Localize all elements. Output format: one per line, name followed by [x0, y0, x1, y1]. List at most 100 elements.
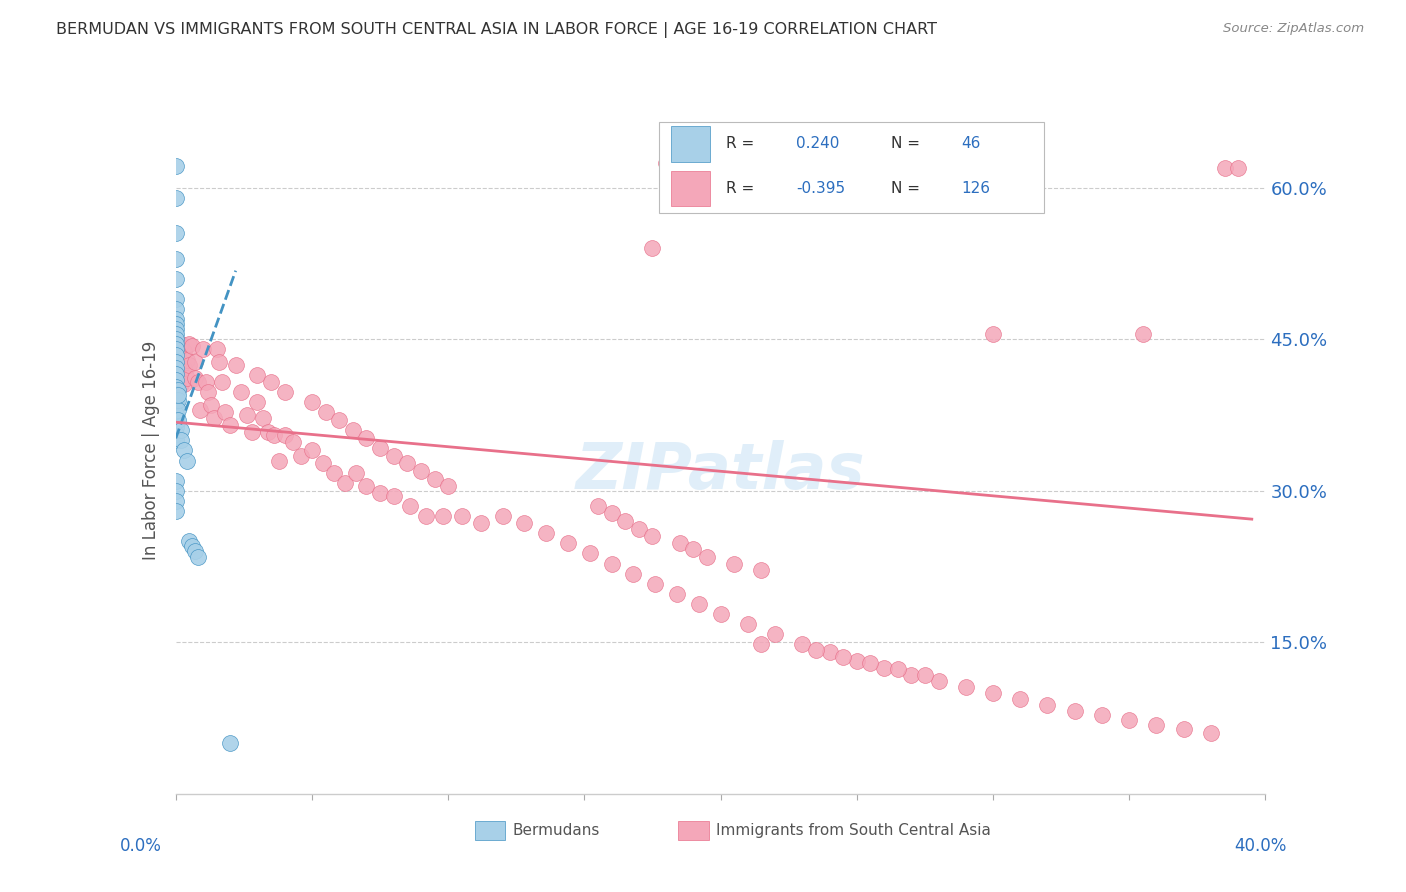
- Point: [219, 736, 242, 750]
- Point: [176, 453, 198, 467]
- Point: [165, 380, 187, 394]
- Point: [1132, 327, 1154, 342]
- Point: [666, 587, 689, 601]
- Point: [165, 252, 187, 266]
- Text: N =: N =: [890, 181, 920, 196]
- Point: [260, 375, 283, 389]
- Point: [832, 649, 855, 664]
- Point: [269, 453, 291, 467]
- Point: [167, 403, 190, 417]
- Point: [231, 384, 253, 399]
- Point: [342, 423, 364, 437]
- Point: [368, 442, 391, 456]
- Point: [170, 423, 193, 437]
- FancyBboxPatch shape: [659, 121, 1043, 212]
- Point: [955, 680, 977, 694]
- Point: [274, 428, 297, 442]
- Point: [263, 428, 285, 442]
- Point: [165, 427, 187, 442]
- Point: [225, 358, 247, 372]
- Point: [315, 405, 337, 419]
- Point: [1010, 692, 1032, 706]
- Point: [165, 373, 187, 387]
- Point: [165, 420, 187, 434]
- Text: R =: R =: [725, 181, 754, 196]
- Point: [214, 405, 236, 419]
- Point: [165, 354, 187, 368]
- Point: [627, 522, 650, 536]
- Point: [252, 411, 274, 425]
- Point: [737, 617, 759, 632]
- Text: 40.0%: 40.0%: [1234, 837, 1286, 855]
- Point: [432, 509, 454, 524]
- Point: [1199, 726, 1222, 740]
- Point: [274, 384, 297, 399]
- Point: [1118, 713, 1140, 727]
- Point: [165, 397, 187, 411]
- Point: [322, 466, 344, 480]
- Point: [184, 370, 207, 384]
- Point: [600, 506, 623, 520]
- Point: [818, 645, 841, 659]
- Point: [792, 637, 814, 651]
- Point: [165, 474, 187, 488]
- Point: [470, 516, 492, 531]
- Point: [179, 534, 201, 549]
- Point: [165, 292, 187, 306]
- Point: [200, 398, 222, 412]
- Point: [290, 449, 312, 463]
- Point: [928, 673, 950, 688]
- Point: [208, 354, 231, 368]
- Point: [328, 413, 350, 427]
- Point: [621, 566, 644, 581]
- Point: [333, 475, 356, 490]
- Point: [557, 536, 579, 550]
- Point: [804, 643, 827, 657]
- Point: [763, 627, 786, 641]
- Point: [246, 368, 269, 382]
- Point: [641, 242, 664, 256]
- Text: BERMUDAN VS IMMIGRANTS FROM SOUTH CENTRAL ASIA IN LABOR FORCE | AGE 16-19 CORREL: BERMUDAN VS IMMIGRANTS FROM SOUTH CENTRA…: [56, 22, 938, 38]
- Point: [399, 499, 422, 513]
- Point: [450, 509, 472, 524]
- Point: [655, 155, 678, 169]
- Point: [176, 352, 198, 367]
- Point: [1173, 723, 1195, 737]
- Text: 0.240: 0.240: [796, 136, 839, 152]
- Point: [301, 443, 323, 458]
- Point: [240, 425, 263, 440]
- Point: [246, 395, 269, 409]
- Point: [1036, 698, 1059, 712]
- Point: [219, 418, 242, 433]
- Point: [197, 384, 219, 399]
- Point: [723, 557, 745, 571]
- Text: Source: ZipAtlas.com: Source: ZipAtlas.com: [1223, 22, 1364, 36]
- Point: [165, 327, 187, 342]
- Point: [382, 489, 405, 503]
- Point: [886, 662, 908, 676]
- Point: [165, 394, 187, 409]
- Bar: [671, 127, 710, 161]
- Point: [356, 431, 378, 445]
- Point: [873, 660, 896, 674]
- Point: [167, 347, 190, 361]
- Point: [235, 408, 257, 422]
- Point: [914, 667, 936, 681]
- Point: [688, 597, 710, 611]
- Point: [165, 387, 187, 401]
- Point: [437, 479, 460, 493]
- Point: [165, 360, 187, 375]
- Point: [184, 354, 207, 368]
- Point: [181, 339, 204, 353]
- Text: 46: 46: [962, 136, 980, 152]
- Point: [751, 637, 773, 651]
- Point: [165, 434, 187, 448]
- Point: [181, 540, 204, 554]
- Point: [173, 376, 195, 391]
- Point: [170, 434, 193, 448]
- Point: [176, 370, 198, 384]
- Point: [167, 413, 190, 427]
- Point: [981, 686, 1004, 700]
- Point: [344, 466, 367, 480]
- Text: ZIPatlas: ZIPatlas: [576, 440, 865, 502]
